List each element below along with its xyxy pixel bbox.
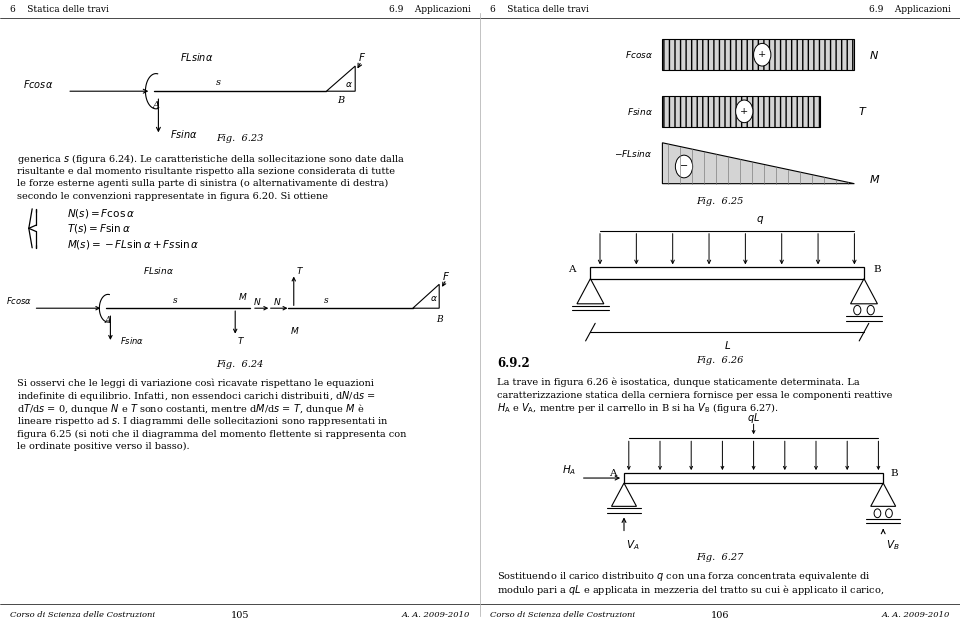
Text: $Fcos\alpha$: $Fcos\alpha$ xyxy=(625,49,653,60)
Text: 6    Statica delle travi: 6 Statica delle travi xyxy=(490,5,588,14)
Text: lineare rispetto ad $s$. I diagrammi delle sollecitazioni sono rappresentati in: lineare rispetto ad $s$. I diagrammi del… xyxy=(17,415,389,428)
Text: Corso di Scienza delle Costruzioni: Corso di Scienza delle Costruzioni xyxy=(10,611,155,619)
Text: s: s xyxy=(324,296,328,304)
Text: $Fcos\alpha$: $Fcos\alpha$ xyxy=(6,295,33,306)
Text: $M(s) = -FL\sin\alpha + Fs\sin\alpha$: $M(s) = -FL\sin\alpha + Fs\sin\alpha$ xyxy=(67,238,200,250)
Text: indefinite di equilibrio. Infatti, non essendoci carichi distribuiti, d$N$/d$s$ : indefinite di equilibrio. Infatti, non e… xyxy=(17,389,375,403)
Text: +: + xyxy=(758,50,766,59)
Text: $N(s) = F\cos\alpha$: $N(s) = F\cos\alpha$ xyxy=(67,208,135,220)
Text: B: B xyxy=(874,265,881,274)
Text: $\alpha$: $\alpha$ xyxy=(345,81,353,89)
Text: secondo le convenzioni rappresentate in figura 6.20. Si ottiene: secondo le convenzioni rappresentate in … xyxy=(17,192,327,201)
Text: le ordinate positive verso il basso).: le ordinate positive verso il basso). xyxy=(17,442,189,451)
Text: Fig.  6.26: Fig. 6.26 xyxy=(696,356,744,365)
Text: s: s xyxy=(173,296,178,304)
Text: A. A. 2009-2010: A. A. 2009-2010 xyxy=(882,611,950,619)
Text: $M$: $M$ xyxy=(290,325,300,336)
Text: B: B xyxy=(437,315,443,324)
Text: $H_\mathrm{A}$ e $V_\mathrm{A}$, mentre per il carrello in B si ha $V_\mathrm{B}: $H_\mathrm{A}$ e $V_\mathrm{A}$, mentre … xyxy=(497,401,779,415)
Text: $T(s) = F\sin\alpha$: $T(s) = F\sin\alpha$ xyxy=(67,222,131,235)
Text: Sostituendo il carico distribuito $q$ con una forza concentrata equivalente di: Sostituendo il carico distribuito $q$ co… xyxy=(497,571,870,583)
Text: −: − xyxy=(680,162,688,171)
Text: $H_A$: $H_A$ xyxy=(562,464,576,477)
Text: Fig.  6.25: Fig. 6.25 xyxy=(696,197,744,206)
Text: 6    Statica delle travi: 6 Statica delle travi xyxy=(10,5,108,14)
Text: $q$: $q$ xyxy=(756,213,764,226)
Text: 105: 105 xyxy=(230,611,250,620)
Text: $Fcos\alpha$: $Fcos\alpha$ xyxy=(23,77,54,90)
Text: $FLsin\alpha$: $FLsin\alpha$ xyxy=(143,265,174,276)
Text: $T$: $T$ xyxy=(296,265,303,276)
Polygon shape xyxy=(662,143,854,184)
Bar xyxy=(590,267,864,279)
Text: d$T$/d$s$ = 0, dunque $N$ e $T$ sono costanti, mentre d$M$/d$s$ = $T$, dunque $M: d$T$/d$s$ = 0, dunque $N$ e $T$ sono cos… xyxy=(17,402,364,416)
Text: $Fsin\alpha$: $Fsin\alpha$ xyxy=(170,128,199,140)
Bar xyxy=(662,39,854,70)
Text: $T$: $T$ xyxy=(858,105,868,118)
Text: modulo pari a $qL$ e applicata in mezzeria del tratto su cui è applicato il cari: modulo pari a $qL$ e applicata in mezzer… xyxy=(497,583,884,597)
Text: B: B xyxy=(337,96,345,105)
Text: $qL$: $qL$ xyxy=(747,411,760,425)
Text: $\alpha$: $\alpha$ xyxy=(430,294,439,303)
Text: Corso di Scienza delle Costruzioni: Corso di Scienza delle Costruzioni xyxy=(490,611,635,619)
Text: s: s xyxy=(216,78,221,87)
Text: A: A xyxy=(568,265,576,274)
Text: $-FLsin\alpha$: $-FLsin\alpha$ xyxy=(614,148,653,159)
Circle shape xyxy=(754,43,771,66)
Text: $L$: $L$ xyxy=(724,338,731,351)
Circle shape xyxy=(676,155,693,178)
Text: $F$: $F$ xyxy=(358,50,367,63)
Text: generica $s$ (figura 6.24). Le caratteristiche della sollecitazione sono date da: generica $s$ (figura 6.24). Le caratteri… xyxy=(17,152,405,165)
Text: 6.9.2: 6.9.2 xyxy=(497,357,530,370)
Text: A: A xyxy=(153,101,159,109)
Text: B: B xyxy=(891,469,898,477)
Text: $N$: $N$ xyxy=(253,296,261,308)
Text: Fig.  6.27: Fig. 6.27 xyxy=(696,553,744,562)
Text: $FLsin\alpha$: $FLsin\alpha$ xyxy=(180,50,213,63)
Text: le forze esterne agenti sulla parte di sinistra (o alternativamente di destra): le forze esterne agenti sulla parte di s… xyxy=(17,179,388,188)
Bar xyxy=(662,96,820,127)
Text: $Fsin\alpha$: $Fsin\alpha$ xyxy=(627,106,653,117)
Text: 6.9    Applicazioni: 6.9 Applicazioni xyxy=(869,5,950,14)
Text: $M$: $M$ xyxy=(869,172,880,185)
Text: A. A. 2009-2010: A. A. 2009-2010 xyxy=(402,611,470,619)
Text: Fig.  6.24: Fig. 6.24 xyxy=(216,360,264,369)
Text: caratterizzazione statica della cerniera fornisce per essa le componenti reattiv: caratterizzazione statica della cerniera… xyxy=(497,391,892,399)
Text: $M$: $M$ xyxy=(238,291,247,303)
Text: 106: 106 xyxy=(710,611,730,620)
Text: figura 6.25 (si noti che il diagramma del momento flettente si rappresenta con: figura 6.25 (si noti che il diagramma de… xyxy=(17,430,406,438)
Text: $F$: $F$ xyxy=(443,269,450,282)
Text: $N$: $N$ xyxy=(869,48,878,61)
Text: $N$: $N$ xyxy=(273,296,281,308)
Text: Si osservi che le leggi di variazione così ricavate rispettano le equazioni: Si osservi che le leggi di variazione co… xyxy=(17,379,373,389)
Circle shape xyxy=(735,100,753,123)
Text: risultante e dal momento risultante rispetto alla sezione considerata di tutte: risultante e dal momento risultante risp… xyxy=(17,167,395,175)
Text: $Fsin\alpha$: $Fsin\alpha$ xyxy=(120,335,144,347)
Text: 6.9    Applicazioni: 6.9 Applicazioni xyxy=(389,5,470,14)
Text: $T$: $T$ xyxy=(237,335,245,347)
Text: La trave in figura 6.26 è isostatica, dunque staticamente determinata. La: La trave in figura 6.26 è isostatica, du… xyxy=(497,377,859,387)
Text: A: A xyxy=(610,469,616,477)
Text: Fig.  6.23: Fig. 6.23 xyxy=(216,134,264,143)
Text: A: A xyxy=(105,316,111,325)
Text: $V_A$: $V_A$ xyxy=(626,538,640,552)
Text: +: + xyxy=(740,107,749,116)
Bar xyxy=(624,473,883,483)
Text: $V_B$: $V_B$ xyxy=(885,538,900,552)
